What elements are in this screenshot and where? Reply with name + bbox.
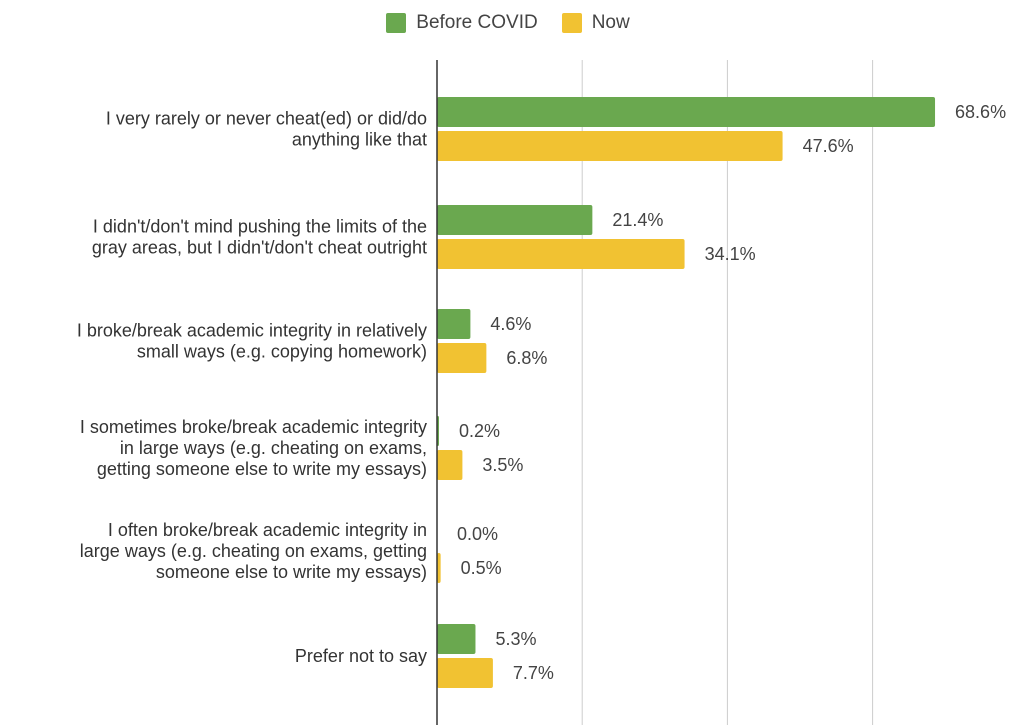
category-label: I sometimes broke/break academic integri…: [80, 417, 427, 479]
category-label: I broke/break academic integrity in rela…: [77, 321, 427, 362]
category-label-line: I sometimes broke/break academic integri…: [80, 417, 427, 437]
bar-now[interactable]: [437, 553, 441, 583]
legend: Before COVID Now: [0, 10, 1016, 36]
category-label-line: getting someone else to write my essays): [97, 459, 427, 479]
category-label-line: large ways (e.g. cheating on exams, gett…: [80, 541, 427, 561]
bar-now[interactable]: [437, 239, 685, 269]
bar-before-covid[interactable]: [437, 309, 471, 339]
category-label: Prefer not to say: [295, 646, 427, 666]
legend-swatch-before-covid: [386, 13, 407, 33]
category-label-line: I often broke/break academic integrity i…: [108, 520, 427, 540]
bar-now[interactable]: [437, 450, 463, 480]
data-label: 0.2%: [459, 421, 500, 441]
legend-swatch-now: [561, 13, 582, 33]
data-label: 5.3%: [495, 629, 536, 649]
data-label: 0.5%: [461, 558, 502, 578]
data-label: 47.6%: [803, 136, 854, 156]
category-label-line: someone else to write my essays): [156, 562, 427, 582]
category-label-line: in large ways (e.g. cheating on exams,: [120, 438, 427, 458]
data-label: 6.8%: [506, 348, 547, 368]
data-label: 68.6%: [955, 102, 1006, 122]
category-label: I often broke/break academic integrity i…: [80, 520, 427, 582]
category-label-line: anything like that: [292, 130, 427, 150]
category-label-line: small ways (e.g. copying homework): [137, 342, 427, 362]
data-label: 21.4%: [612, 210, 663, 230]
bar-before-covid[interactable]: [437, 97, 936, 127]
category-label: I very rarely or never cheat(ed) or did/…: [106, 109, 427, 150]
legend-item-now[interactable]: Now: [561, 12, 630, 34]
bar-before-covid[interactable]: [437, 624, 476, 654]
bar-before-covid[interactable]: [437, 205, 593, 235]
category-label: I didn't/don't mind pushing the limits o…: [92, 217, 427, 258]
bar-now[interactable]: [437, 131, 783, 161]
data-label: 3.5%: [482, 455, 523, 475]
bar-now[interactable]: [437, 658, 493, 688]
category-label-line: I very rarely or never cheat(ed) or did/…: [106, 109, 427, 129]
category-label-line: Prefer not to say: [295, 646, 427, 666]
category-label-line: I didn't/don't mind pushing the limits o…: [93, 217, 427, 237]
data-label: 0.0%: [457, 524, 498, 544]
category-label-line: I broke/break academic integrity in rela…: [77, 321, 427, 341]
legend-label-now: Now: [591, 12, 630, 33]
legend-item-before-covid[interactable]: Before COVID: [386, 12, 538, 34]
category-label-line: gray areas, but I didn't/don't cheat out…: [92, 238, 427, 258]
data-label: 4.6%: [490, 314, 531, 334]
bar-now[interactable]: [437, 343, 487, 373]
data-label: 7.7%: [513, 663, 554, 683]
data-label: 34.1%: [705, 244, 756, 264]
legend-label-before-covid: Before COVID: [416, 12, 538, 33]
